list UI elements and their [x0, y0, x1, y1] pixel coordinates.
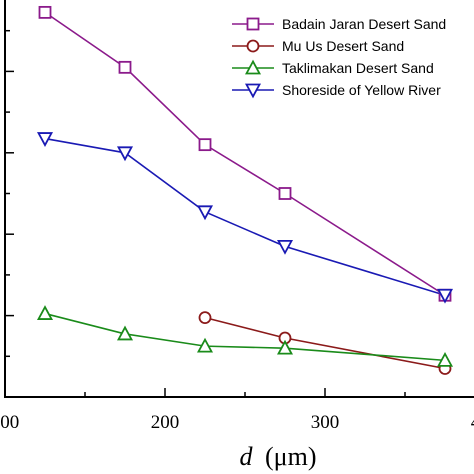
data-point-taklimakan-desert-sand	[116, 325, 134, 341]
data-point-taklimakan-desert-sand	[276, 339, 294, 355]
x-tick-label: 400	[471, 412, 474, 433]
data-point-badain-jaran-desert-sand	[118, 60, 132, 74]
legend: Badain Jaran Desert Sand Mu Us Desert San…	[232, 16, 446, 99]
legend-marker-shoreside-of-yellow-river	[244, 83, 262, 99]
data-point-taklimakan-desert-sand	[36, 305, 54, 320]
x-tick-label: 300	[311, 412, 340, 433]
x-tick-label: 200	[151, 412, 180, 433]
x-tick-label: 100	[0, 412, 19, 433]
data-point-badain-jaran-desert-sand	[198, 138, 212, 152]
data-point-shoreside-of-yellow-river	[276, 240, 294, 255]
x-axis-title: d (μm)	[240, 442, 317, 471]
series-line-badain-jaran-desert-sand	[44, 11, 446, 296]
x-axis-variable: d	[240, 442, 254, 471]
data-point-shoreside-of-yellow-river	[436, 288, 454, 304]
legend-marker-badain-jaran-desert-sand	[246, 17, 260, 31]
data-point-shoreside-of-yellow-river	[36, 132, 54, 147]
x-axis-unit: (μm)	[265, 442, 316, 471]
legend-label-badain-jaran-desert-sand: Badain Jaran Desert Sand	[282, 16, 446, 32]
legend-label-taklimakan-desert-sand: Taklimakan Desert Sand	[282, 60, 434, 76]
series-line-taklimakan-desert-sand	[44, 312, 446, 362]
data-point-badain-jaran-desert-sand	[278, 187, 292, 200]
y-axis-ticks	[5, 29, 14, 358]
series-line-shoreside-of-yellow-river	[44, 137, 446, 297]
legend-marker-taklimakan-desert-sand	[244, 59, 262, 75]
data-point-shoreside-of-yellow-river	[196, 205, 214, 221]
x-axis-ticks: 100 200 300 400	[0, 388, 474, 433]
data-point-badain-jaran-desert-sand	[38, 5, 52, 19]
series-line-mu-us-desert-sand	[204, 316, 446, 370]
data-point-taklimakan-desert-sand	[436, 351, 454, 367]
series-markers	[36, 5, 454, 375]
data-point-shoreside-of-yellow-river	[116, 146, 134, 162]
data-point-mu-us-desert-sand	[198, 311, 212, 325]
data-point-taklimakan-desert-sand	[196, 337, 214, 353]
legend-marker-mu-us-desert-sand	[246, 39, 260, 53]
legend-label-mu-us-desert-sand: Mu Us Desert Sand	[282, 38, 404, 54]
legend-label-shoreside-of-yellow-river: Shoreside of Yellow River	[282, 82, 441, 98]
